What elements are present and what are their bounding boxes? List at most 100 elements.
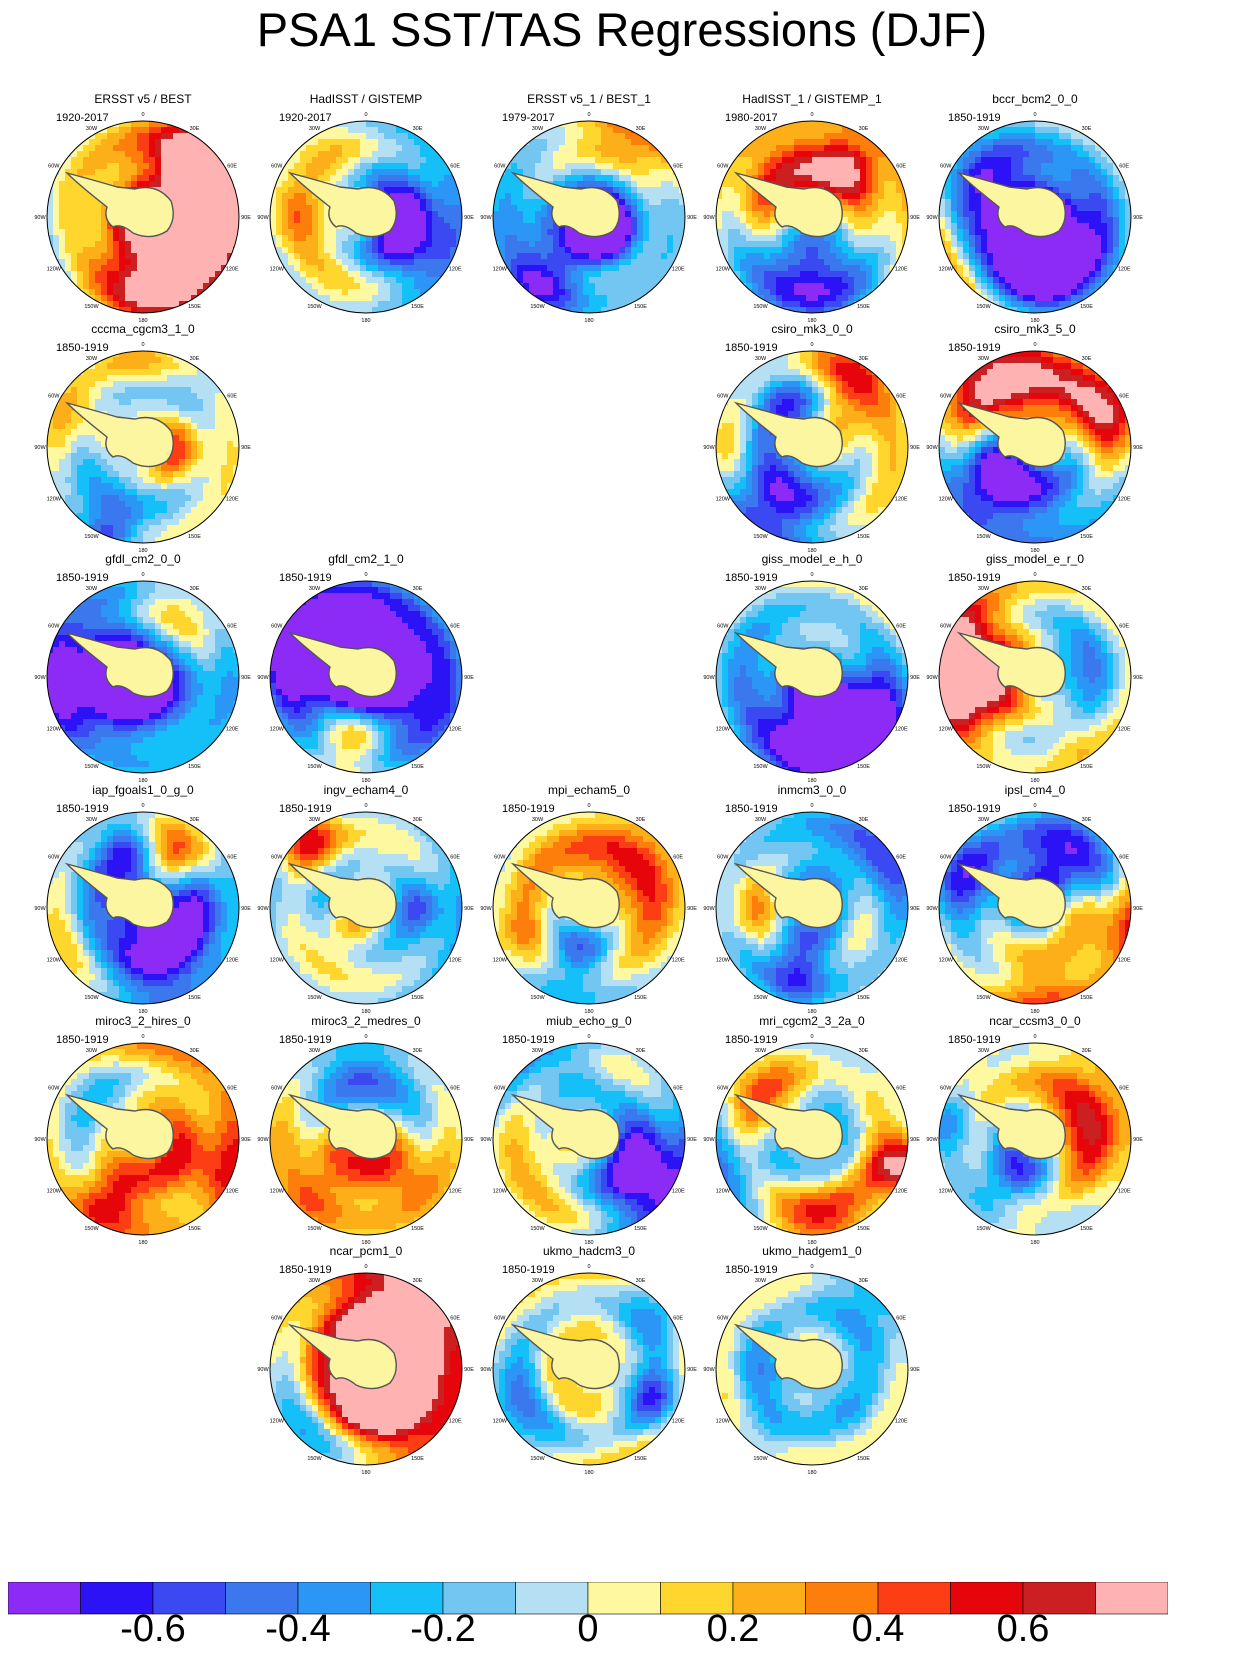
colorbar-swatch: [80, 1582, 154, 1615]
period-label: 1850-1919: [725, 342, 778, 354]
longitude-label: 180: [1030, 1009, 1039, 1015]
longitude-label: 60W: [717, 855, 729, 861]
longitude-label: 30E: [413, 817, 423, 823]
polar-map: 0 30E 60E 90E 120E 150E 180 150W 120W 90W 60W 30W: [480, 112, 697, 324]
longitude-label: 60W: [940, 394, 952, 400]
longitude-label: 150W: [976, 534, 991, 540]
longitude-label: 0: [810, 1034, 813, 1040]
panel-title: ingv_echam4_0: [251, 783, 481, 797]
longitude-label: 90W: [926, 1137, 938, 1143]
panel-title: cccma_cgcm3_1_0: [28, 322, 258, 336]
longitude-label: 150W: [307, 764, 322, 770]
longitude-label: 90W: [34, 445, 46, 451]
polar-map: 0 30E 60E 90E 120E 150E 180 150W 120W 90W 60W 30W: [480, 1264, 697, 1476]
longitude-label: 180: [807, 1240, 816, 1246]
colorbar: [8, 1582, 1168, 1615]
polar-map: 0 30E 60E 90E 120E 150E 180 150W 120W 90W 60W 30W: [926, 572, 1143, 784]
antarctica-outline: [64, 401, 174, 468]
longitude-label: 60E: [896, 1086, 906, 1092]
panel-title: bccr_bcm2_0_0: [920, 92, 1150, 106]
longitude-label: 120W: [716, 497, 731, 503]
longitude-label: 90E: [1133, 1137, 1143, 1143]
longitude-label: 30W: [309, 126, 321, 132]
longitude-label: 0: [141, 1034, 144, 1040]
colorbar-tick-label: -0.6: [103, 1606, 203, 1652]
longitude-label: 180: [1030, 318, 1039, 324]
map-panel: HadISST / GISTEMP 0 30E 60E 90E 120E 150E 180 15…: [251, 92, 481, 330]
longitude-label: 30W: [978, 817, 990, 823]
longitude-label: 90E: [1133, 215, 1143, 221]
colorbar-swatch: [1095, 1582, 1168, 1615]
longitude-label: 120W: [939, 1189, 954, 1195]
polar-map: 0 30E 60E 90E 120E 150E 180 150W 120W 90W 60W 30W: [257, 572, 474, 784]
longitude-label: 60E: [1119, 624, 1129, 630]
longitude-label: 150E: [857, 995, 870, 1001]
longitude-label: 120W: [270, 267, 285, 273]
period-label: 1850-1919: [948, 803, 1001, 815]
longitude-label: 90W: [926, 675, 938, 681]
longitude-label: 180: [138, 1240, 147, 1246]
map-boundary: [46, 580, 240, 774]
longitude-label: 60W: [271, 855, 283, 861]
map-panel: giss_model_e_r_0 0 30E 60E 90E 120E 150E 180 150…: [920, 552, 1150, 790]
longitude-label: 180: [1030, 548, 1039, 554]
longitude-label: 30W: [532, 126, 544, 132]
longitude-label: 120E: [226, 727, 239, 733]
period-label: 1920-2017: [56, 112, 109, 124]
longitude-label: 120E: [1118, 958, 1131, 964]
map-panel: ipsl_cm4_0 0 30E 60E 90E 120E 150E 180 150W 120W 9…: [920, 783, 1150, 1021]
longitude-label: 90E: [464, 675, 474, 681]
longitude-label: 30E: [190, 1048, 200, 1054]
longitude-label: 90W: [926, 215, 938, 221]
longitude-label: 30W: [755, 817, 767, 823]
panel-title: ncar_ccsm3_0_0: [920, 1014, 1150, 1028]
panel-title: inmcm3_0_0: [697, 783, 927, 797]
period-label: 1850-1919: [279, 1264, 332, 1276]
polar-map: 0 30E 60E 90E 120E 150E 180 150W 120W 90W 60W 30W: [703, 1034, 920, 1246]
longitude-label: 30E: [413, 1048, 423, 1054]
period-label: 1850-1919: [279, 572, 332, 584]
period-label: 1850-1919: [948, 572, 1001, 584]
longitude-label: 0: [587, 803, 590, 809]
period-label: 1850-1919: [725, 572, 778, 584]
colorbar-tick-label: 0.4: [828, 1606, 928, 1652]
longitude-label: 120E: [895, 497, 908, 503]
longitude-label: 150E: [188, 995, 201, 1001]
longitude-label: 90E: [241, 675, 251, 681]
longitude-label: 60E: [896, 624, 906, 630]
map-panel: ukmo_hadgem1_0 0 30E 60E 90E 120E 150E 180 150W 1…: [697, 1244, 927, 1482]
longitude-label: 90W: [480, 215, 492, 221]
map-boundary: [46, 120, 240, 314]
longitude-label: 60W: [271, 1316, 283, 1322]
map-boundary: [938, 350, 1132, 544]
polar-map: 0 30E 60E 90E 120E 150E 180 150W 120W 90W 60W 30W: [703, 112, 920, 324]
longitude-label: 90W: [257, 215, 269, 221]
map-boundary: [492, 811, 686, 1005]
longitude-label: 30W: [532, 1278, 544, 1284]
period-label: 1850-1919: [948, 1034, 1001, 1046]
longitude-label: 150E: [188, 534, 201, 540]
longitude-label: 30W: [755, 586, 767, 592]
longitude-label: 120W: [493, 267, 508, 273]
longitude-label: 150W: [307, 1456, 322, 1462]
longitude-label: 120E: [672, 958, 685, 964]
longitude-label: 60W: [271, 1086, 283, 1092]
longitude-label: 150W: [753, 304, 768, 310]
longitude-label: 120E: [449, 1419, 462, 1425]
map-boundary: [269, 580, 463, 774]
longitude-label: 150E: [1080, 304, 1093, 310]
longitude-label: 180: [138, 1009, 147, 1015]
colorbar-swatch: [297, 1582, 371, 1615]
antarctica-outline: [956, 401, 1066, 468]
longitude-label: 30E: [636, 817, 646, 823]
longitude-label: 150W: [976, 764, 991, 770]
panel-title: ukmo_hadcm3_0: [474, 1244, 704, 1258]
longitude-label: 90E: [687, 1367, 697, 1373]
panel-title: iap_fgoals1_0_g_0: [28, 783, 258, 797]
longitude-label: 150W: [84, 764, 99, 770]
longitude-label: 120W: [939, 727, 954, 733]
longitude-label: 120E: [895, 1189, 908, 1195]
longitude-label: 150E: [857, 1456, 870, 1462]
longitude-label: 60E: [1119, 394, 1129, 400]
longitude-label: 180: [138, 778, 147, 784]
